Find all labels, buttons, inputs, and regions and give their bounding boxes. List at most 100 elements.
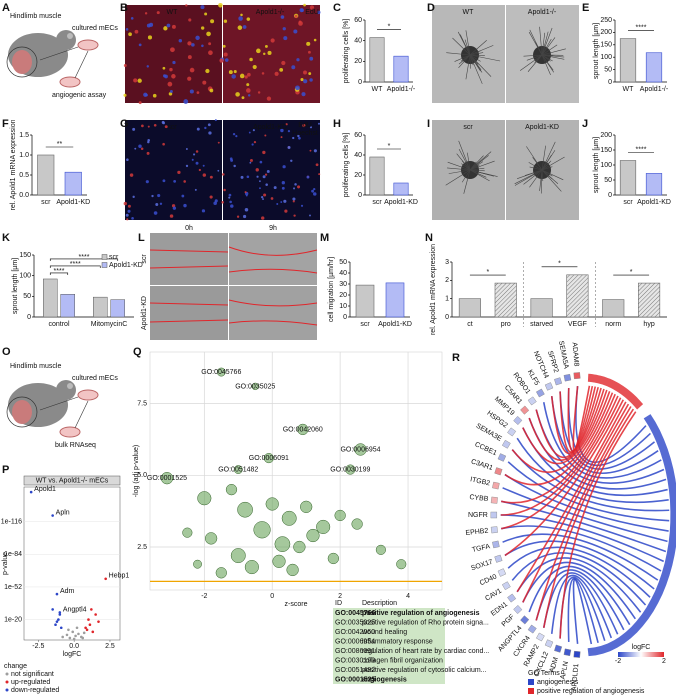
- colorbar-tick: 2: [662, 658, 666, 665]
- chord: [501, 500, 667, 553]
- cell: [311, 189, 315, 193]
- logfc-box: [507, 593, 517, 603]
- cell: [183, 99, 189, 104]
- point: [58, 613, 62, 616]
- sprout: [469, 54, 471, 69]
- chord: [572, 578, 593, 645]
- y-tick-label: 0.5: [19, 172, 29, 179]
- table-cell: collagen fibril organization: [362, 657, 443, 664]
- cell: [266, 96, 272, 101]
- cell: [232, 132, 236, 136]
- cell: [240, 175, 244, 179]
- cell: [125, 28, 129, 31]
- bar: [566, 274, 589, 318]
- cell: [294, 183, 297, 186]
- point: [54, 623, 57, 626]
- bubble: [272, 554, 286, 568]
- point: [85, 628, 89, 632]
- y-tick-label: 150: [19, 252, 31, 259]
- image-label: scr: [167, 124, 177, 131]
- cell: [248, 131, 251, 134]
- cell: [126, 158, 129, 161]
- point: [104, 577, 107, 581]
- sprout: [541, 54, 565, 60]
- cell: [256, 48, 261, 54]
- bubble: [327, 552, 339, 565]
- cell: [294, 14, 298, 18]
- cell: [228, 193, 232, 197]
- y-tick-label: 150: [600, 42, 612, 49]
- logfc-box: [527, 624, 537, 634]
- cell: [298, 136, 301, 140]
- bar: [638, 282, 661, 318]
- bubble: [265, 497, 279, 511]
- bar: [602, 299, 625, 318]
- cell: [209, 175, 213, 179]
- bubble: [286, 563, 299, 577]
- y-axis-label: proliferating cells [%]: [343, 19, 350, 84]
- sprout: [541, 169, 559, 184]
- point: [67, 628, 70, 632]
- cell: [292, 200, 295, 203]
- sprout: [541, 54, 553, 62]
- legend-label: Apold1-KD: [109, 262, 143, 269]
- cell: [153, 123, 157, 127]
- panel-label: H: [333, 118, 341, 130]
- image-label: Apold1-/-: [256, 9, 285, 16]
- sig-label: *: [388, 23, 391, 30]
- cell: [280, 128, 284, 133]
- cell: [270, 197, 274, 200]
- cell: [230, 158, 234, 162]
- point: [91, 630, 95, 634]
- sprout: [446, 52, 471, 56]
- sprout: [541, 169, 544, 182]
- y-tick-label: 200: [600, 29, 612, 36]
- cell: [296, 58, 300, 62]
- cell: [157, 193, 161, 198]
- cell: [262, 198, 264, 200]
- x-tick-label: scr: [372, 199, 382, 206]
- y-tick-label: 20: [354, 58, 362, 65]
- bar: [93, 296, 108, 318]
- image-label: WT: [463, 9, 475, 16]
- cell: [171, 74, 176, 79]
- chord: [567, 577, 599, 643]
- cell: [295, 85, 300, 91]
- bubble: [263, 453, 274, 464]
- point: [55, 620, 59, 623]
- cell: [317, 10, 321, 15]
- point-label: GO:0030199: [330, 466, 370, 473]
- cell: [132, 127, 136, 131]
- bar: [393, 55, 409, 83]
- logfc-box: [563, 648, 572, 657]
- x-tick-label: WT: [623, 86, 635, 93]
- sprout: [469, 169, 498, 177]
- x-tick-label: 2.5: [105, 643, 115, 650]
- cell: [198, 168, 201, 172]
- sprout: [452, 37, 471, 56]
- cell: [208, 42, 212, 46]
- logfc-box: [520, 615, 530, 625]
- cell: [123, 93, 127, 97]
- gene-label: EDN1: [490, 601, 509, 618]
- sig-label: ****: [636, 146, 647, 153]
- bar: [43, 278, 58, 318]
- point: [81, 636, 85, 640]
- point: [71, 630, 75, 634]
- point: [57, 618, 60, 621]
- cell: [168, 92, 173, 96]
- sprout: [541, 169, 562, 192]
- cell: [267, 50, 272, 55]
- cell: [259, 180, 261, 183]
- bubble: [396, 559, 407, 570]
- bubble: [253, 521, 271, 539]
- cell: [264, 173, 268, 176]
- gene-label: ADAM8: [571, 342, 580, 367]
- go-sector: [587, 373, 644, 410]
- image-label: Apold1-KD: [141, 296, 148, 330]
- cell: [281, 186, 285, 190]
- legend-label: up-regulated: [11, 679, 50, 686]
- y-tick-label: 20: [354, 172, 362, 179]
- cell: [204, 12, 208, 16]
- y-tick-label: 7.5: [137, 400, 147, 407]
